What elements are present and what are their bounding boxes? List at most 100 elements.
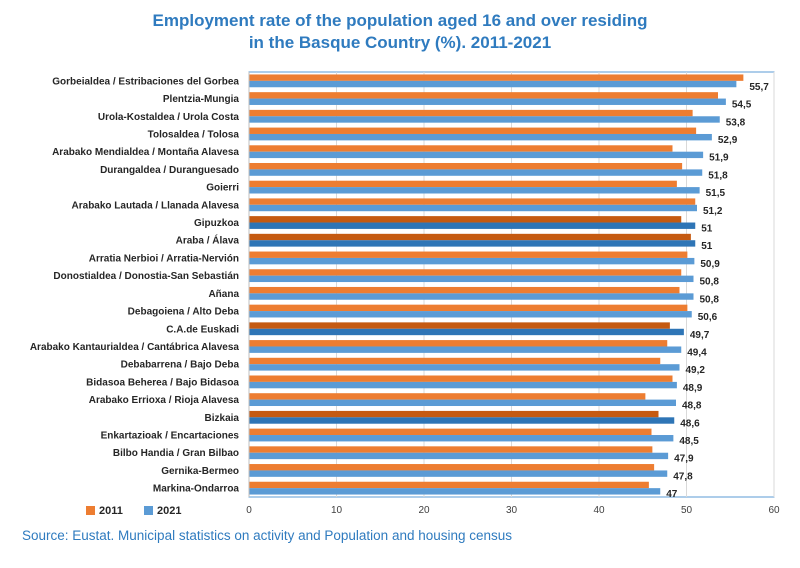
x-tick-label-20: 20 bbox=[418, 505, 430, 516]
bar-2011-1 bbox=[249, 92, 718, 99]
bar-2011-14 bbox=[249, 322, 670, 329]
bar-2021-10 bbox=[249, 257, 695, 265]
category-label-3: Tolosaldea / Tolosa bbox=[148, 129, 240, 140]
bar-2011-9 bbox=[249, 233, 691, 241]
bar-2011-12 bbox=[249, 286, 680, 294]
category-label-20: Enkartazioak / Encartaciones bbox=[101, 431, 240, 442]
value-label-11: 50,8 bbox=[700, 277, 720, 288]
value-label-1: 54,5 bbox=[732, 100, 752, 111]
value-label-0: 55,7 bbox=[749, 82, 769, 93]
value-label-2: 53,8 bbox=[726, 117, 746, 128]
bar-2011-23 bbox=[249, 481, 649, 489]
value-label-12: 50,8 bbox=[700, 294, 720, 305]
value-label-20: 48,5 bbox=[679, 436, 699, 447]
category-label-10: Arratia Nerbioi / Arratia-Nervión bbox=[89, 253, 239, 264]
bar-2011-13 bbox=[249, 304, 688, 312]
bar-2021-3 bbox=[249, 133, 712, 141]
bar-2011-8 bbox=[249, 216, 682, 223]
x-tick-label-50: 50 bbox=[681, 505, 693, 516]
chart-title-line-1: Employment rate of the population aged 1… bbox=[152, 11, 648, 30]
value-label-23: 47 bbox=[666, 489, 678, 500]
value-label-15: 49,4 bbox=[687, 347, 707, 358]
category-label-11: Donostialdea / Donostia-San Sebastián bbox=[53, 271, 239, 282]
bar-2011-18 bbox=[249, 393, 646, 400]
value-label-13: 50,6 bbox=[698, 312, 718, 323]
value-label-16: 49,2 bbox=[686, 365, 706, 376]
chart-title: Employment rate of the population aged 1… bbox=[0, 10, 800, 54]
bar-2011-7 bbox=[249, 198, 696, 205]
x-tick-label-40: 40 bbox=[593, 505, 605, 516]
bar-2021-11 bbox=[249, 275, 694, 283]
bar-2021-20 bbox=[249, 435, 674, 442]
value-label-21: 47,9 bbox=[674, 454, 694, 465]
category-label-19: Bizkaia bbox=[205, 413, 240, 424]
bar-2021-4 bbox=[249, 151, 704, 159]
value-label-3: 52,9 bbox=[718, 135, 738, 146]
bar-2011-5 bbox=[249, 162, 683, 170]
chart-title-line-2: in the Basque Country (%). 2011-2021 bbox=[248, 33, 552, 52]
bar-2021-21 bbox=[249, 452, 669, 460]
x-tick-label-10: 10 bbox=[331, 505, 343, 516]
value-label-4: 51,9 bbox=[709, 153, 729, 164]
bar-2021-15 bbox=[249, 346, 682, 353]
bar-2021-0 bbox=[249, 80, 737, 88]
legend-swatch-2011 bbox=[86, 506, 95, 515]
bar-2021-2 bbox=[249, 116, 720, 123]
bar-2021-5 bbox=[249, 169, 703, 176]
bar-2021-22 bbox=[249, 470, 668, 477]
bar-2021-8 bbox=[249, 222, 696, 229]
bar-2021-17 bbox=[249, 381, 677, 389]
bar-2011-2 bbox=[249, 109, 693, 117]
category-label-7: Arabako Lautada / Llanada Alavesa bbox=[72, 200, 240, 211]
source-note: Source: Eustat. Municipal statistics on … bbox=[22, 528, 513, 543]
x-tick-label-30: 30 bbox=[506, 505, 518, 516]
category-label-23: Markina-Ondarroa bbox=[153, 484, 240, 495]
value-label-14: 49,7 bbox=[690, 330, 710, 341]
category-label-6: Goierri bbox=[206, 183, 239, 194]
x-tick-label-0: 0 bbox=[246, 505, 252, 516]
category-label-1: Plentzia-Mungia bbox=[163, 94, 240, 105]
legend-label-2021: 2021 bbox=[157, 505, 181, 517]
bar-2021-23 bbox=[249, 488, 661, 495]
bar-2021-13 bbox=[249, 311, 692, 318]
category-label-13: Debagoiena / Alto Deba bbox=[128, 307, 240, 318]
bar-2021-18 bbox=[249, 399, 676, 407]
bar-2021-9 bbox=[249, 240, 696, 247]
bar-2021-12 bbox=[249, 293, 694, 300]
category-label-21: Bilbo Handia / Gran Bilbao bbox=[113, 448, 239, 459]
bar-2021-19 bbox=[249, 417, 675, 424]
category-label-0: Gorbeialdea / Estribaciones del Gorbea bbox=[52, 76, 239, 87]
legend-label-2011: 2011 bbox=[99, 505, 123, 517]
category-label-12: Añana bbox=[208, 289, 239, 300]
category-label-16: Debabarrena / Bajo Deba bbox=[121, 360, 240, 371]
value-label-18: 48,8 bbox=[682, 401, 702, 412]
bar-2021-7 bbox=[249, 204, 697, 212]
bar-2011-17 bbox=[249, 375, 673, 382]
value-label-19: 48,6 bbox=[680, 418, 700, 429]
value-label-6: 51,5 bbox=[706, 188, 726, 199]
bar-2021-14 bbox=[249, 328, 684, 336]
category-label-9: Araba / Álava bbox=[176, 234, 240, 247]
bar-2011-3 bbox=[249, 127, 697, 134]
value-label-17: 48,9 bbox=[683, 383, 703, 394]
category-label-4: Arabako Mendialdea / Montaña Alavesa bbox=[52, 147, 239, 158]
bar-2011-4 bbox=[249, 145, 673, 152]
bar-2011-22 bbox=[249, 464, 655, 471]
bar-2011-10 bbox=[249, 251, 688, 258]
category-label-15: Arabako Kantaurialdea / Cantábrica Alave… bbox=[30, 342, 240, 353]
category-label-14: C.A.de Euskadi bbox=[166, 324, 239, 335]
bar-2021-16 bbox=[249, 364, 680, 371]
bar-2021-6 bbox=[249, 187, 700, 194]
bar-2011-19 bbox=[249, 410, 659, 418]
category-label-2: Urola-Kostaldea / Urola Costa bbox=[98, 112, 240, 123]
legend-swatch-2021 bbox=[144, 506, 153, 515]
category-label-5: Durangaldea / Duranguesado bbox=[100, 165, 239, 176]
bar-2011-11 bbox=[249, 269, 682, 276]
bar-2011-15 bbox=[249, 340, 668, 347]
bar-2021-1 bbox=[249, 98, 726, 105]
category-label-8: Gipuzkoa bbox=[194, 218, 239, 229]
category-label-22: Gernika-Bermeo bbox=[161, 466, 239, 477]
value-label-8: 51 bbox=[701, 224, 713, 235]
category-label-17: Bidasoa Beherea / Bajo Bidasoa bbox=[86, 377, 239, 388]
